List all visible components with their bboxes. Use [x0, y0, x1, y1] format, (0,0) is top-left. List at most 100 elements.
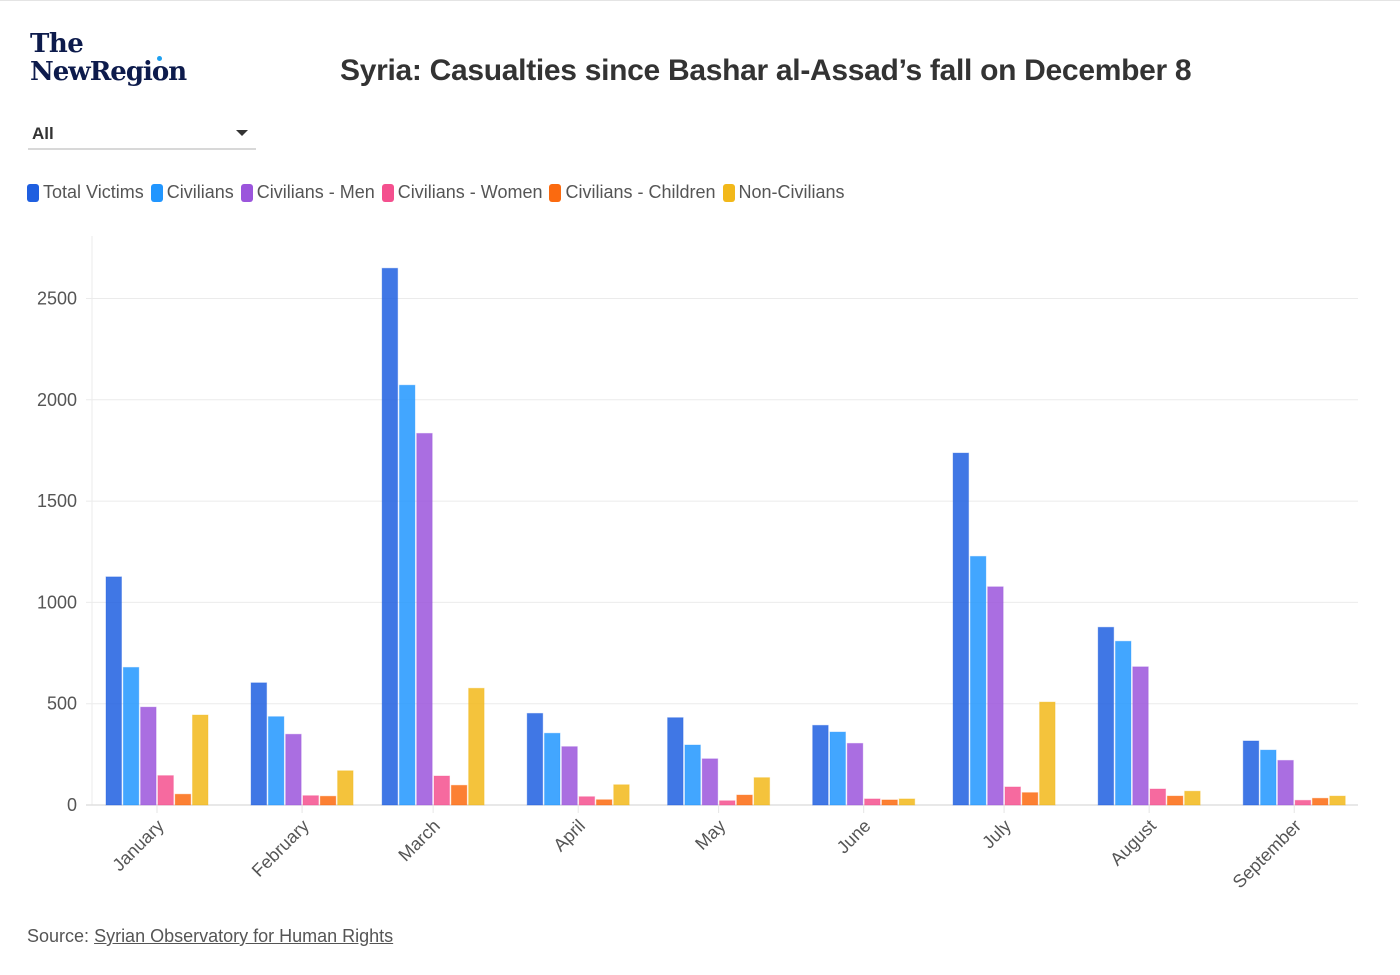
y-tick-label: 0	[67, 795, 77, 815]
bar-civilians-children[interactable]	[736, 794, 753, 806]
bar-civilians[interactable]	[544, 732, 561, 806]
y-tick-label: 500	[47, 694, 77, 714]
bar-civilians[interactable]	[1260, 749, 1277, 806]
bar-total-victims[interactable]	[526, 712, 544, 806]
bar-total-victims[interactable]	[105, 576, 122, 806]
bar-non-civilians[interactable]	[1329, 795, 1346, 806]
bar-civilians-men[interactable]	[140, 706, 157, 806]
bar-non-civilians[interactable]	[192, 714, 209, 806]
legend-item[interactable]: Civilians - Men	[240, 182, 375, 203]
bar-total-victims[interactable]	[952, 452, 970, 806]
bar-civilians[interactable]	[969, 555, 987, 806]
bar-civilians-women[interactable]	[578, 796, 596, 806]
bar-civilians-women[interactable]	[157, 775, 174, 806]
bar-civilians-women[interactable]	[1294, 799, 1312, 806]
bar-non-civilians[interactable]	[1184, 790, 1201, 806]
y-tick-label: 1000	[37, 592, 77, 612]
legend-label: Non-Civilians	[738, 182, 845, 202]
x-tick-label: July	[978, 816, 1015, 853]
legend-item[interactable]: Civilians - Children	[549, 182, 716, 203]
x-tick-label: May	[691, 816, 729, 854]
x-tick-label: January	[108, 816, 167, 875]
x-tick-label: June	[833, 816, 875, 858]
bar-civilians-children[interactable]	[1311, 797, 1329, 806]
legend-item[interactable]: Non-Civilians	[722, 182, 845, 203]
legend-swatch	[240, 183, 253, 202]
chart-title: Syria: Casualties since Bashar al-Assad’…	[340, 54, 1192, 87]
bar-civilians[interactable]	[829, 731, 846, 806]
bar-civilians-women[interactable]	[433, 775, 451, 806]
legend-swatch	[27, 183, 39, 202]
source-label: Source:	[27, 926, 90, 946]
bar-non-civilians[interactable]	[898, 798, 916, 806]
logo-line-2: NewRegion	[30, 56, 187, 87]
legend-label: Civilians - Men	[256, 182, 375, 202]
bar-civilians-men[interactable]	[701, 758, 719, 806]
bar-civilians-children[interactable]	[1021, 792, 1039, 806]
bar-civilians-women[interactable]	[864, 798, 881, 806]
bar-civilians-men[interactable]	[846, 742, 864, 806]
bar-non-civilians[interactable]	[753, 777, 771, 806]
bar-civilians-men[interactable]	[561, 746, 578, 806]
bar-civilians[interactable]	[122, 666, 140, 806]
filter-dropdown[interactable]: All	[28, 120, 256, 150]
logo-line-1: The	[30, 29, 84, 59]
bar-civilians-women[interactable]	[1004, 786, 1021, 806]
y-tick-label: 2500	[37, 289, 77, 309]
bar-civilians-women[interactable]	[1149, 788, 1167, 806]
bar-civilians-men[interactable]	[285, 733, 302, 806]
bar-total-victims[interactable]	[667, 717, 684, 806]
bar-non-civilians[interactable]	[468, 687, 485, 806]
legend-label: Civilians	[166, 182, 234, 202]
logo-line-2-text: NewRegion	[30, 57, 187, 87]
bar-civilians-children[interactable]	[319, 795, 337, 806]
chevron-down-icon	[236, 130, 248, 136]
legend-swatch	[722, 183, 735, 202]
bar-non-civilians[interactable]	[613, 784, 630, 806]
legend-item[interactable]: Total Victims	[27, 182, 144, 203]
bar-civilians-men[interactable]	[1132, 666, 1149, 806]
y-tick-label: 2000	[37, 390, 77, 410]
bar-civilians-children[interactable]	[1166, 795, 1184, 806]
bar-civilians-women[interactable]	[719, 800, 736, 806]
legend-swatch	[150, 183, 163, 202]
legend-swatch	[549, 183, 562, 202]
bar-civilians-men[interactable]	[1277, 759, 1294, 806]
legend-item[interactable]: Civilians - Women	[381, 182, 543, 203]
bar-civilians-children[interactable]	[450, 784, 468, 806]
source-link[interactable]: Syrian Observatory for Human Rights	[94, 926, 394, 946]
legend-label: Civilians - Children	[565, 182, 716, 202]
bar-non-civilians[interactable]	[1039, 701, 1056, 806]
logo-dot	[157, 56, 162, 61]
bar-civilians-children[interactable]	[595, 799, 613, 806]
x-tick-label: April	[549, 816, 589, 856]
legend-swatch	[381, 183, 394, 202]
legend: Total Victims Civilians Civilians - Men Civ…	[27, 182, 852, 203]
legend-label: Civilians - Women	[397, 182, 543, 202]
legend-label: Total Victims	[43, 182, 144, 202]
bar-civilians[interactable]	[1114, 640, 1132, 806]
x-tick-label: September	[1229, 816, 1305, 892]
bar-civilians[interactable]	[267, 716, 285, 806]
x-tick-label: March	[394, 816, 444, 866]
bar-total-victims[interactable]	[812, 724, 829, 806]
bar-civilians[interactable]	[398, 384, 416, 806]
bar-civilians-children[interactable]	[174, 793, 192, 806]
bar-civilians-men[interactable]	[416, 432, 433, 806]
bar-total-victims[interactable]	[1097, 626, 1115, 806]
x-tick-label: August	[1106, 816, 1160, 870]
bar-civilians-men[interactable]	[987, 586, 1004, 806]
filter-selected-value: All	[32, 124, 54, 143]
logo: The NewRegion	[30, 29, 187, 87]
top-border	[0, 0, 1400, 1]
bar-non-civilians[interactable]	[337, 770, 354, 806]
bar-total-victims[interactable]	[1242, 740, 1260, 806]
bar-civilians-women[interactable]	[302, 795, 319, 806]
bar-total-victims[interactable]	[250, 682, 268, 806]
y-tick-label: 1500	[37, 491, 77, 511]
bar-civilians[interactable]	[684, 744, 701, 806]
bar-total-victims[interactable]	[381, 267, 399, 806]
legend-item[interactable]: Civilians	[150, 182, 234, 203]
bar-civilians-children[interactable]	[881, 799, 898, 806]
